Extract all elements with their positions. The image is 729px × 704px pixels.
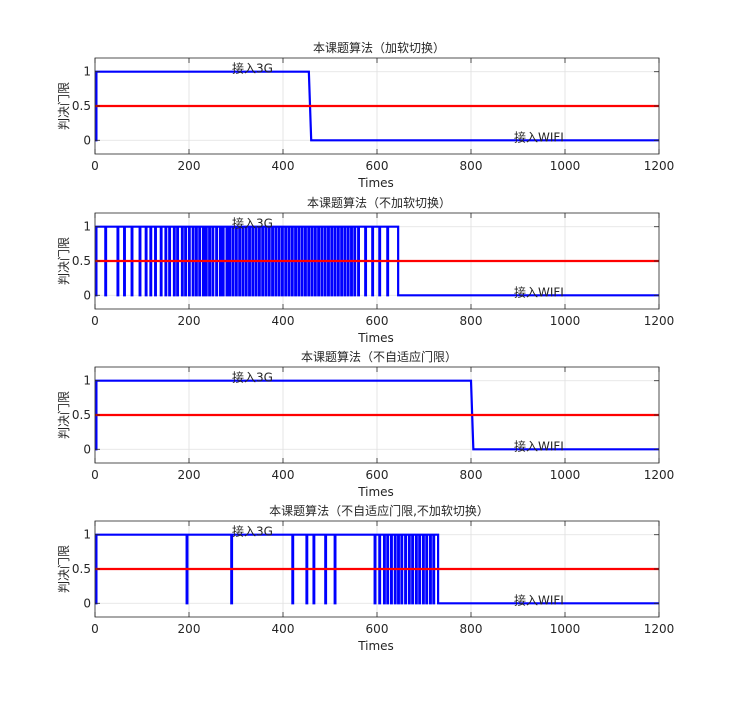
x-tick-label: 1000 <box>550 468 581 482</box>
x-axis-label: Times <box>357 639 394 653</box>
x-tick-label: 600 <box>366 159 389 173</box>
decision-series <box>95 225 659 297</box>
x-tick-label: 1200 <box>644 468 675 482</box>
x-tick-label: 200 <box>178 468 201 482</box>
x-tick-label: 600 <box>366 314 389 328</box>
x-tick-label: 200 <box>178 159 201 173</box>
x-tick-label: 1200 <box>644 159 675 173</box>
y-tick-label: 0 <box>83 288 91 302</box>
y-axis-label: 判决门限 <box>56 545 71 593</box>
x-tick-label: 1200 <box>644 622 675 636</box>
x-tick-label: 400 <box>272 159 295 173</box>
x-tick-label: 0 <box>91 159 99 173</box>
annotation-label: 接入3G <box>232 61 273 76</box>
annotation-label: 接入3G <box>232 216 273 231</box>
y-tick-label: 1 <box>83 65 91 79</box>
x-tick-label: 0 <box>91 314 99 328</box>
x-tick-label: 800 <box>460 314 483 328</box>
y-tick-label: 0.5 <box>72 562 91 576</box>
x-tick-label: 800 <box>460 159 483 173</box>
x-tick-label: 0 <box>91 622 99 636</box>
subplot-title: 本课题算法（加软切换） <box>313 40 445 55</box>
subplot-3: 0 200 400 600 800 1000 1200 0 0.5 1 本课题算法（不自适应门限） T… <box>56 349 674 499</box>
annotation-label: 接入3G <box>232 370 273 385</box>
subplot-title: 本课题算法（不自适应门限） <box>301 349 457 364</box>
x-tick-label: 800 <box>460 622 483 636</box>
y-tick-label: 0.5 <box>72 254 91 268</box>
y-tick-label: 1 <box>83 374 91 388</box>
subplot-title: 本课题算法（不加软切换） <box>307 195 451 210</box>
x-axis-label: Times <box>357 331 394 345</box>
y-tick-label: 0 <box>83 596 91 610</box>
x-tick-label: 400 <box>272 314 295 328</box>
annotation-label: 接入WIFI <box>514 284 564 299</box>
subplot-4: 0 200 400 600 800 1000 1200 0 0.5 1 本课题算法（不自适应门限,不… <box>56 503 674 653</box>
x-axis-label: Times <box>357 485 394 499</box>
x-tick-label: 400 <box>272 622 295 636</box>
annotation-label: 接入3G <box>232 524 273 539</box>
y-tick-label: 0.5 <box>72 408 91 422</box>
subplot-2: 0 200 400 600 800 1000 1200 0 0.5 1 本课题算法（不加软切换） Ti… <box>56 195 674 345</box>
x-tick-label: 1000 <box>550 159 581 173</box>
x-tick-label: 800 <box>460 468 483 482</box>
x-tick-label: 1000 <box>550 622 581 636</box>
x-tick-label: 600 <box>366 622 389 636</box>
decision-series <box>95 533 659 605</box>
y-axis-label: 判决门限 <box>56 391 71 439</box>
subplot-1: 0 200 400 600 800 1000 1200 0 0.5 1 本课题算法（加软切换） Tim… <box>56 40 674 190</box>
annotation-label: 接入WIFI <box>514 438 564 453</box>
y-tick-label: 0.5 <box>72 99 91 113</box>
x-tick-label: 600 <box>366 468 389 482</box>
x-tick-label: 1200 <box>644 314 675 328</box>
x-tick-label: 0 <box>91 468 99 482</box>
y-tick-label: 1 <box>83 220 91 234</box>
y-tick-label: 1 <box>83 528 91 542</box>
y-tick-label: 0 <box>83 133 91 147</box>
x-tick-label: 400 <box>272 468 295 482</box>
annotation-label: 接入WIFI <box>514 129 564 144</box>
x-axis-label: Times <box>357 176 394 190</box>
x-tick-label: 200 <box>178 314 201 328</box>
y-axis-label: 判决门限 <box>56 237 71 285</box>
y-tick-label: 0 <box>83 442 91 456</box>
annotation-label: 接入WIFI <box>514 592 564 607</box>
x-tick-label: 1000 <box>550 314 581 328</box>
subplot-title: 本课题算法（不自适应门限,不加软切换） <box>269 503 489 518</box>
y-axis-label: 判决门限 <box>56 82 71 130</box>
x-tick-label: 200 <box>178 622 201 636</box>
